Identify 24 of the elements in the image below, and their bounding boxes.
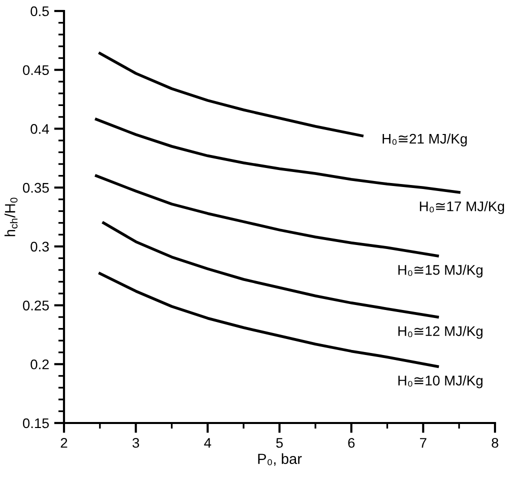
y-tick-label: 0.5 bbox=[30, 6, 49, 16]
series-label: H₀≅17 MJ/Kg bbox=[420, 201, 504, 214]
y-tick-label: 0.3 bbox=[30, 242, 49, 252]
x-tick-label: 8 bbox=[492, 438, 498, 448]
y-axis-title: h$_{ch}$/H$_{0}$ bbox=[4, 198, 18, 236]
series-label: H₀≅21 MJ/Kg bbox=[382, 133, 467, 146]
y-tick-label: 0.15 bbox=[22, 418, 49, 428]
line-series bbox=[98, 52, 364, 138]
x-tick-label: 6 bbox=[348, 438, 355, 448]
y-tick-label: 0.45 bbox=[22, 65, 49, 76]
series-label: H₀≅10 MJ/Kg bbox=[398, 375, 482, 388]
y-tick-label: 0.4 bbox=[30, 124, 50, 134]
x-tick-label: 2 bbox=[60, 438, 68, 448]
series-label: H₀≅12 MJ/Kg bbox=[398, 326, 482, 339]
x-tick-label: 4 bbox=[204, 438, 212, 448]
y-tick-label: 0.35 bbox=[22, 182, 49, 193]
x-tick-label: 7 bbox=[420, 438, 426, 448]
x-axis-title: P₀, bar bbox=[258, 453, 302, 466]
line-series bbox=[102, 221, 439, 318]
x-tick-label: 5 bbox=[276, 438, 283, 448]
series-label: H₀≅15 MJ/Kg bbox=[398, 264, 482, 278]
y-tick-label: 0.25 bbox=[22, 300, 49, 310]
y-tick-label: 0.2 bbox=[30, 359, 49, 370]
x-tick-label: 3 bbox=[132, 438, 140, 448]
